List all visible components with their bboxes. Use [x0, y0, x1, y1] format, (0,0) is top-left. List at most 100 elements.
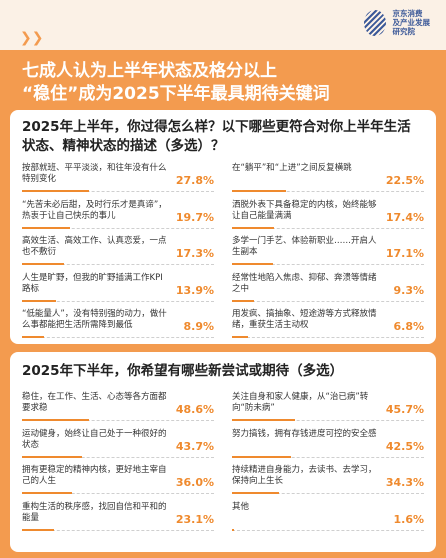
bar: [22, 299, 56, 302]
category-label: 在“躺平”和“上进”之间反复横跳: [232, 163, 352, 173]
bar: [232, 336, 249, 338]
bar-item: 洒脱外表下具备稳定的内核，始终能够让自己能量满满 17.4%: [232, 200, 424, 234]
bar-item: 关注自身和家人健康，从“治已病”转向“防未病” 45.7%: [232, 392, 424, 426]
category-label: 拥有更稳定的精神内核，更好地主宰自己的人生: [22, 465, 167, 486]
category-label: 洒脱外表下具备稳定的内核，始终能够让自己能量满满: [232, 199, 377, 221]
value-label: 22.5%: [385, 174, 424, 187]
value-label: 8.9%: [183, 320, 214, 333]
bar-track: [22, 529, 214, 531]
bar-item: 按部就班、平平淡淡，和往年没有什么特别变化 27.8%: [22, 163, 214, 197]
bar-track: [232, 493, 424, 494]
category-label: 人生是旷野，但我的旷野插满工作KPI路标: [22, 272, 163, 294]
card: [10, 110, 436, 344]
bar-item: 稳住，在工作、生活、心态等各方面都要求稳 48.6%: [22, 392, 214, 426]
bar-item: 人生是旷野，但我的旷野插满工作KPI路标 13.9%: [22, 273, 214, 307]
bar: [232, 455, 291, 458]
bar-track: [22, 191, 214, 192]
value-label: 27.8%: [175, 174, 214, 187]
value-label: 43.7%: [175, 439, 214, 453]
bar: [232, 226, 275, 229]
category-label: 经常性地陷入焦虑、抑郁、奔溃等情绪之中: [232, 272, 377, 294]
value-label: 45.7%: [385, 403, 424, 416]
value-label: 9.3%: [393, 283, 424, 297]
category-label: “先苦未必后甜，及时行乐才是真谛”，热衷于让自己快乐的事儿: [22, 199, 167, 221]
bar: [22, 226, 70, 229]
logo-line: 京东消费: [392, 9, 423, 18]
bar-track: [22, 300, 214, 302]
bar: [232, 492, 280, 494]
category-label: 多学一门手艺、体验新职业……开启人生副本: [232, 236, 377, 257]
category-label: “低能量人”，没有特别强的动力，做什么事都能把生活所需降到最低: [22, 309, 167, 330]
bar: [232, 263, 274, 265]
bar-item: 努力搞钱，拥有存钱进度可控的安全感 42.5%: [232, 429, 424, 463]
bar-track: [22, 493, 214, 494]
bar-track: [232, 529, 424, 531]
category-label: 稳住，在工作、生活、心态等各方面都要求稳: [22, 392, 167, 413]
bar-item: 在“躺平”和“上进”之间反复横跳 22.5%: [232, 163, 424, 197]
bar: [22, 263, 64, 265]
bar-item: 运动健身，始终让自己处于一种很好的状态 43.7%: [22, 429, 214, 463]
bar: [22, 419, 90, 421]
bar: [232, 299, 255, 302]
bar-track: [232, 337, 424, 338]
bar-track: [232, 300, 424, 302]
bar-item: 其他 1.6%: [232, 502, 424, 536]
bar-track: [22, 337, 214, 338]
value-label: 13.9%: [175, 283, 214, 297]
category-label: 高效生活、高效工作、认真恋爱，一点也不敷衍: [22, 236, 167, 257]
bar: [22, 528, 54, 531]
category-label: 重构生活的秩序感，找回自信和平和的能量: [22, 501, 167, 523]
bar-track: [22, 264, 214, 265]
value-label: 17.3%: [175, 247, 214, 260]
bar-track: [232, 420, 424, 421]
category-label: 运动健身，始终让自己处于一种很好的状态: [22, 428, 167, 450]
bar-item: 用发疯、搞抽象、短途游等方式释放情绪，重获生活主动权 6.8%: [232, 309, 424, 343]
bar-item: 持续精进自身能力，去读书、去学习，保持向上生长 34.3%: [232, 465, 424, 499]
bar: [232, 528, 235, 531]
bar-item: “低能量人”，没有特别强的动力，做什么事都能把生活所需降到最低 8.9%: [22, 309, 214, 343]
value-label: 23.1%: [175, 512, 214, 526]
bar-item: 重构生活的秩序感，找回自信和平和的能量 23.1%: [22, 502, 214, 536]
category-label: 按部就班、平平淡淡，和往年没有什么特别变化: [22, 163, 167, 184]
logo-icon: [364, 10, 386, 36]
value-label: 34.3%: [385, 476, 424, 489]
bar-track: [232, 227, 424, 229]
bar: [22, 190, 90, 192]
bar: [22, 336, 44, 338]
bar-track: [22, 227, 214, 229]
category-label: 持续精进自身能力，去读书、去学习，保持向上生长: [232, 465, 377, 486]
value-label: 42.5%: [385, 439, 424, 453]
decoration: ❯❯: [20, 30, 44, 46]
card: [10, 352, 436, 552]
category-label: 用发疯、搞抽象、短途游等方式释放情绪，重获生活主动权: [232, 309, 377, 330]
value-label: 36.0%: [175, 476, 214, 489]
value-label: 48.6%: [175, 403, 214, 416]
headline: “稳住”成为2025下半年最具期待关键词: [22, 84, 330, 104]
bar: [22, 492, 72, 494]
bar: [22, 455, 83, 458]
logo-line: 研究院: [392, 27, 416, 36]
bar-item: “先苦未必后甜，及时行乐才是真谛”，热衷于让自己快乐的事儿 19.7%: [22, 200, 214, 234]
bar-item: 经常性地陷入焦虑、抑郁、奔溃等情绪之中 9.3%: [232, 273, 424, 307]
value-label: 17.1%: [385, 247, 424, 260]
bar-track: [22, 420, 214, 421]
value-label: 6.8%: [393, 320, 424, 333]
bar-item: 拥有更稳定的精神内核，更好地主宰自己的人生 36.0%: [22, 465, 214, 499]
category-label: 其他: [232, 501, 250, 512]
headline: 七成人认为上半年状态及格分以上: [22, 61, 277, 81]
value-label: 1.6%: [393, 512, 424, 526]
chart-title: 2025年下半年，你希望有哪些新尝试或期待（多选）: [22, 363, 344, 379]
bar-track: [232, 456, 424, 458]
category-label: 关注自身和家人健康，从“治已病”转向“防未病”: [232, 392, 369, 413]
chart-title: 2025年上半年，你过得怎么样？以下哪些更符合对你上半年生活状态、精神状态的描述…: [22, 119, 411, 154]
bar: [232, 190, 287, 192]
bar-track: [232, 191, 424, 192]
bar-track: [22, 456, 214, 458]
value-label: 17.4%: [385, 210, 424, 224]
category-label: 努力搞钱，拥有存钱进度可控的安全感: [232, 428, 377, 439]
value-label: 19.7%: [175, 210, 214, 224]
bar-track: [232, 264, 424, 265]
logo-text: 京东消费 及产业发展 研究院: [393, 9, 431, 36]
logo-line: 及产业发展: [392, 18, 431, 27]
